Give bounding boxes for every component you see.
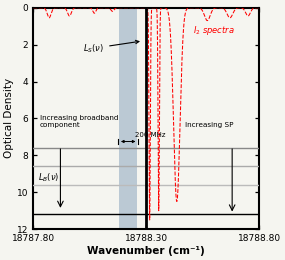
Text: 200 MHz: 200 MHz (135, 132, 166, 138)
Text: Increasing broadband
component: Increasing broadband component (40, 115, 119, 128)
Y-axis label: Optical Density: Optical Density (4, 78, 14, 159)
Text: $I_2$ spectra: $I_2$ spectra (193, 24, 235, 37)
Bar (119, 8, 137, 229)
Text: Increasing SP: Increasing SP (185, 122, 234, 128)
Text: $L_B(\nu)$: $L_B(\nu)$ (38, 171, 59, 184)
Text: $L_S(\nu)$: $L_S(\nu)$ (83, 40, 139, 55)
X-axis label: Wavenumber (cm⁻¹): Wavenumber (cm⁻¹) (87, 246, 205, 256)
